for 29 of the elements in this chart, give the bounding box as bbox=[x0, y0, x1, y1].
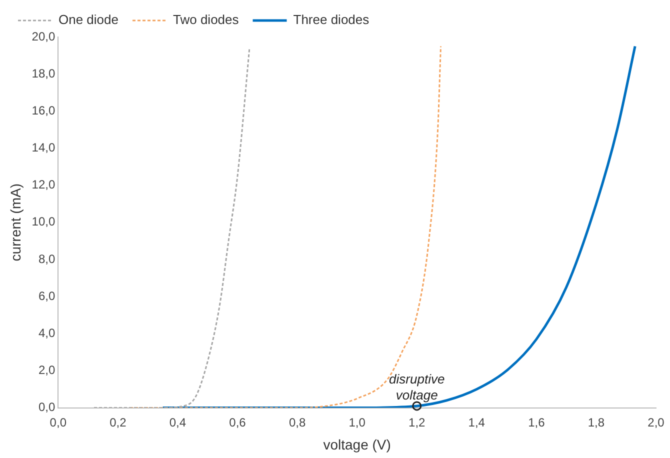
legend-label: Three diodes bbox=[293, 12, 370, 28]
y-tick-label: 0,0 bbox=[38, 400, 56, 414]
x-axis-title: voltage (V) bbox=[323, 436, 391, 452]
legend-label: Two diodes bbox=[172, 12, 240, 28]
y-tick-label: 10,0 bbox=[32, 214, 56, 229]
x-tick-label: 1,0 bbox=[348, 415, 366, 430]
x-tick-label: 1,6 bbox=[528, 415, 546, 430]
y-tick-label: 4,0 bbox=[38, 326, 56, 340]
y-tick-label: 14,0 bbox=[32, 140, 56, 155]
x-tick-label: 1,2 bbox=[408, 415, 426, 430]
x-tick-label: 1,8 bbox=[588, 415, 605, 430]
x-tick-label: 0,6 bbox=[229, 415, 246, 430]
x-tick-label: 0,0 bbox=[50, 415, 67, 430]
x-tick-label: 2,0 bbox=[648, 415, 665, 430]
y-axis-title: current (mA) bbox=[7, 184, 24, 262]
annotation: disruptive voltage bbox=[389, 372, 445, 403]
y-tick-label: 20,0 bbox=[32, 29, 56, 44]
y-tick-label: 16,0 bbox=[32, 103, 56, 118]
y-tick-label: 12,0 bbox=[32, 178, 56, 192]
legend-label: One diode bbox=[58, 12, 118, 28]
x-tick-label: 0,4 bbox=[169, 415, 186, 430]
x-tick-label: 0,2 bbox=[110, 415, 127, 430]
y-tick-label: 2,0 bbox=[38, 363, 56, 378]
x-tick-label: 1,4 bbox=[468, 415, 486, 430]
y-tick-label: 8,0 bbox=[38, 252, 56, 266]
line-series bbox=[93, 47, 250, 408]
y-tick-label: 6,0 bbox=[38, 288, 56, 303]
y-tick-label: 18,0 bbox=[32, 66, 56, 80]
x-tick-label: 0,8 bbox=[288, 415, 306, 430]
